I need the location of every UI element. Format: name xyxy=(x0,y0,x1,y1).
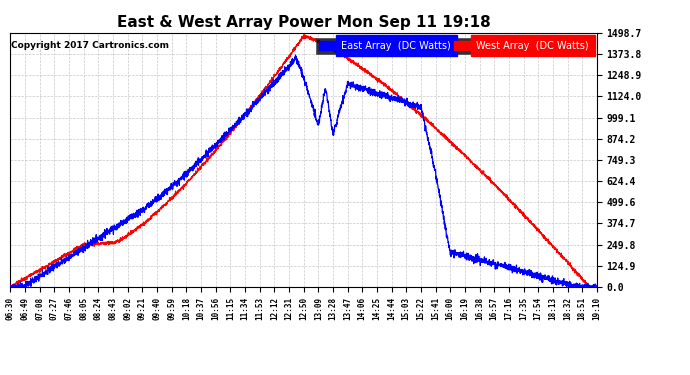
Legend: East Array  (DC Watts), West Array  (DC Watts): East Array (DC Watts), West Array (DC Wa… xyxy=(316,38,592,54)
Text: Copyright 2017 Cartronics.com: Copyright 2017 Cartronics.com xyxy=(11,40,169,50)
Title: East & West Array Power Mon Sep 11 19:18: East & West Array Power Mon Sep 11 19:18 xyxy=(117,15,491,30)
